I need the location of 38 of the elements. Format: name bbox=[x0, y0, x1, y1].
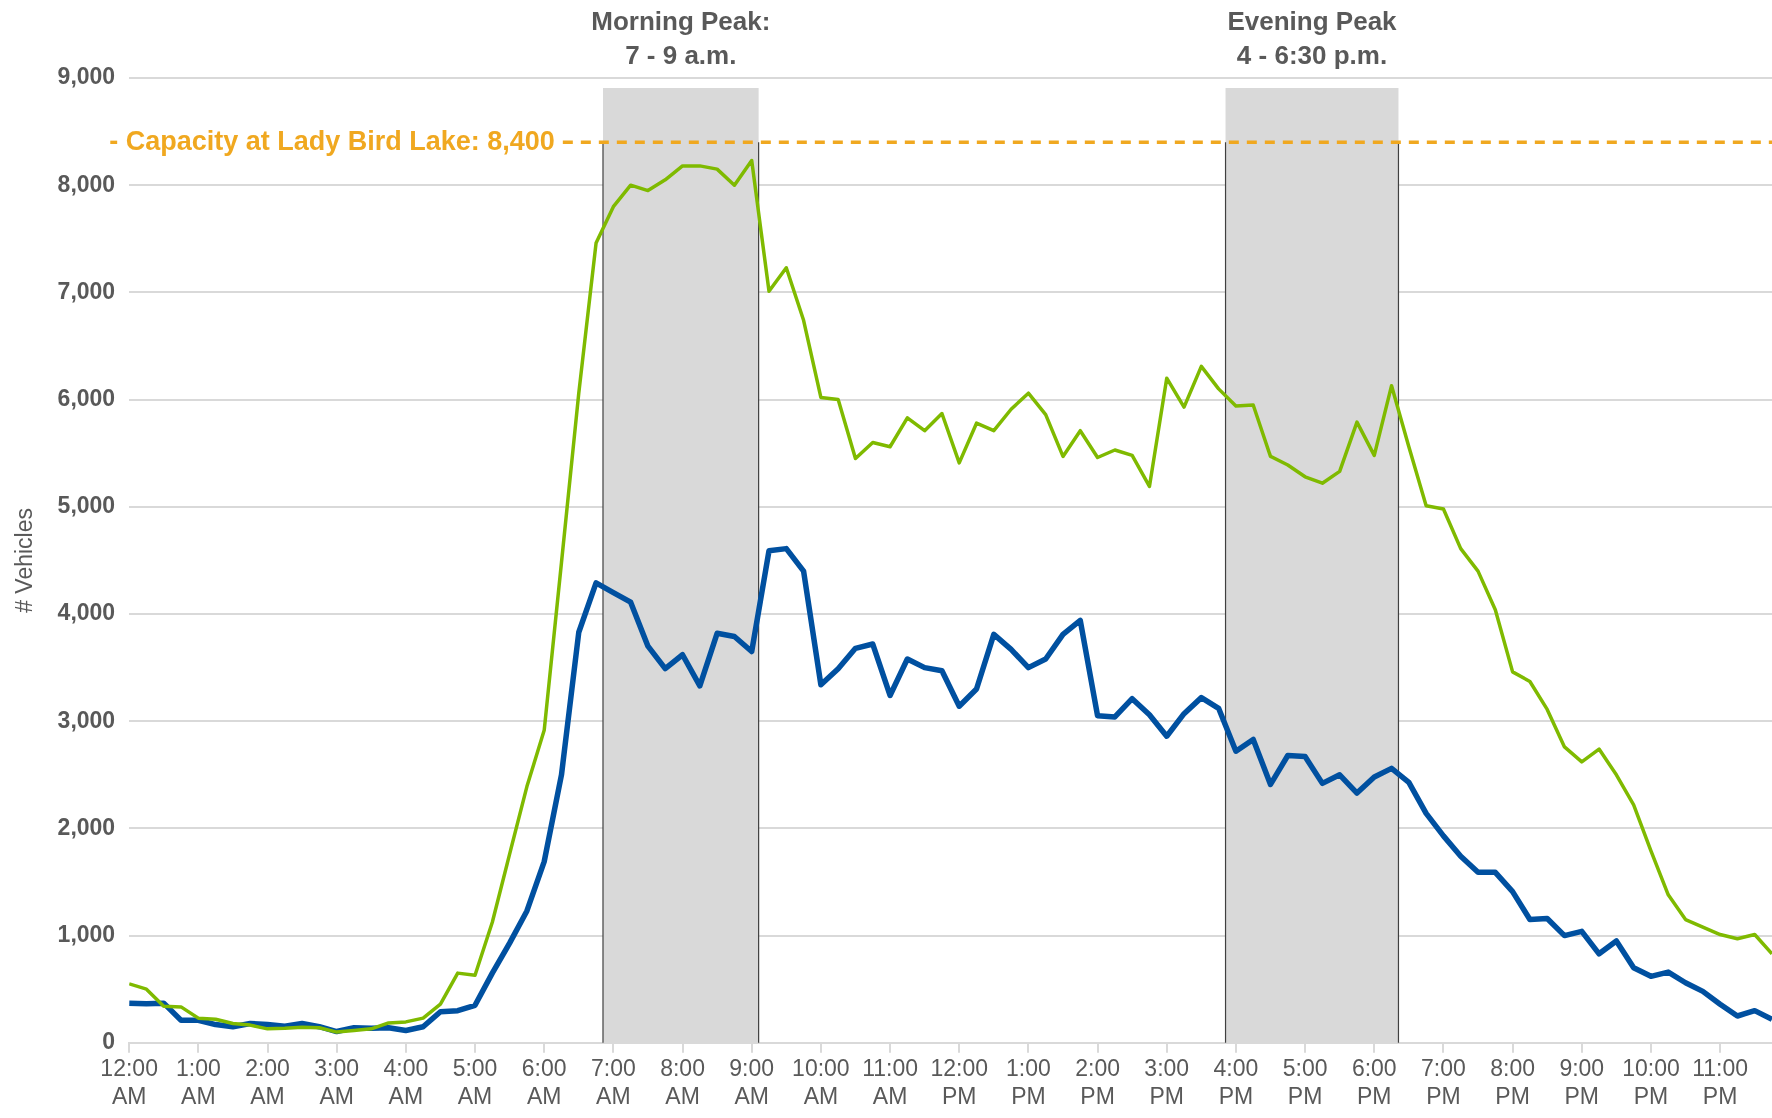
band-label: Evening Peak 4 - 6:30 p.m. bbox=[1227, 6, 1398, 70]
x-tick-label: 6:00 AM bbox=[521, 1054, 567, 1109]
y-tick-label: 8,000 bbox=[57, 170, 116, 197]
x-tick-label: 11:00 PM bbox=[1692, 1054, 1749, 1109]
x-tick-label: 12:00 PM bbox=[930, 1054, 989, 1109]
x-tick-label: 5:00 PM bbox=[1282, 1054, 1328, 1109]
x-tick-label: 10:00 AM bbox=[792, 1054, 850, 1109]
x-tick-label: 6:00 PM bbox=[1351, 1054, 1397, 1109]
x-tick-label: 2:00 PM bbox=[1075, 1054, 1120, 1109]
x-tick-label: 7:00 AM bbox=[590, 1054, 636, 1109]
y-tick-label: 6,000 bbox=[57, 384, 116, 411]
x-tick-label: 9:00 AM bbox=[729, 1054, 775, 1109]
x-tick-label: 1:00 PM bbox=[1006, 1054, 1051, 1109]
x-tick-label: 7:00 PM bbox=[1421, 1054, 1466, 1109]
x-tick-label: 3:00 AM bbox=[314, 1054, 360, 1109]
y-tick-label: 0 bbox=[102, 1028, 116, 1055]
x-tick-label: 11:00 AM bbox=[862, 1054, 918, 1109]
x-tick-label: 8:00 PM bbox=[1490, 1054, 1535, 1109]
x-tick-label: 10:00 PM bbox=[1622, 1054, 1680, 1109]
y-tick-label: 7,000 bbox=[57, 277, 116, 304]
y-tick-label: 3,000 bbox=[57, 706, 116, 733]
y-axis-title: # Vehicles bbox=[11, 507, 38, 613]
y-tick-label: 9,000 bbox=[57, 63, 116, 90]
x-tick-label: 1:00 AM bbox=[175, 1054, 221, 1109]
x-tick-label: 2:00 AM bbox=[245, 1054, 290, 1109]
x-tick-label: 12:00 AM bbox=[100, 1054, 158, 1109]
x-tick-label: 4:00 PM bbox=[1213, 1054, 1259, 1109]
y-tick-label: 4,000 bbox=[57, 599, 116, 626]
x-tick-label: 3:00 PM bbox=[1144, 1054, 1190, 1109]
x-tick-label: 5:00 AM bbox=[452, 1054, 498, 1109]
y-tick-label: 2,000 bbox=[57, 813, 116, 840]
x-tick-label: 8:00 AM bbox=[660, 1054, 705, 1109]
x-tick-label: 4:00 AM bbox=[383, 1054, 429, 1109]
y-tick-label: 1,000 bbox=[57, 920, 116, 947]
band-label: Morning Peak: 7 - 9 a.m. bbox=[591, 6, 771, 70]
x-tick-label: 9:00 PM bbox=[1559, 1054, 1605, 1109]
y-tick-label: 5,000 bbox=[57, 492, 116, 519]
ref-line-label: - Capacity at Lady Bird Lake: 8,400 bbox=[109, 125, 555, 156]
